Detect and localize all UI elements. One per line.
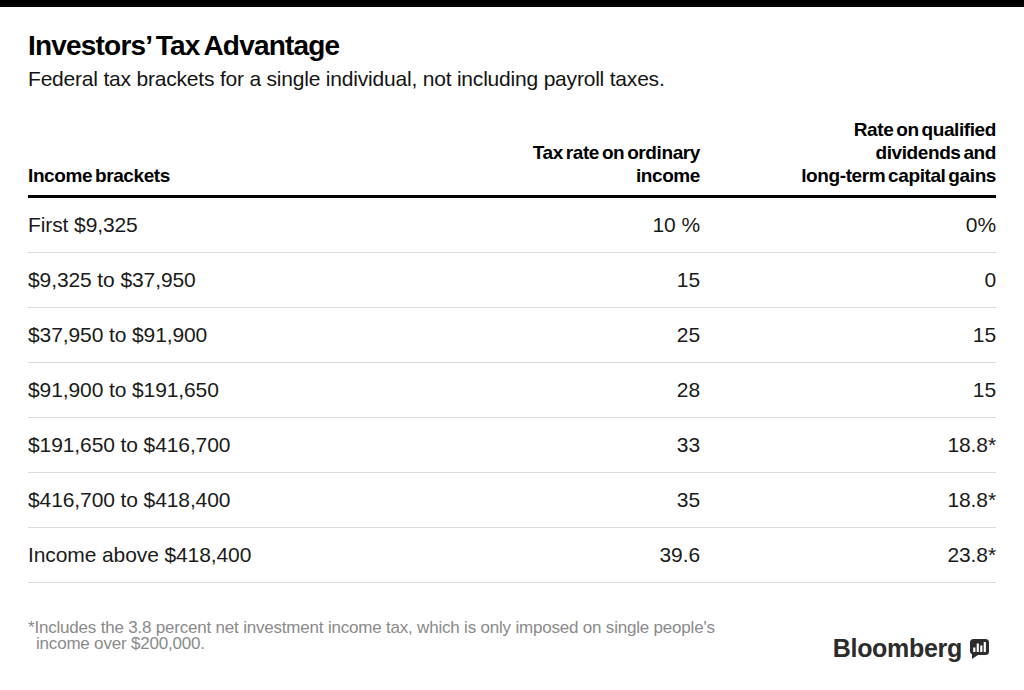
cell-ordinary-rate: 33 [408, 433, 700, 457]
cell-ordinary-rate: 28 [408, 378, 700, 402]
cell-qualified-rate: 15 [700, 323, 996, 347]
bloomberg-table-graphic: Investors’ Tax Advantage Federal tax bra… [0, 0, 1024, 690]
header-line: dividends and [700, 141, 996, 164]
cell-income-bracket: $9,325 to $37,950 [28, 268, 408, 292]
cell-ordinary-rate: 10 % [408, 213, 700, 237]
header-line: income [408, 164, 700, 187]
header-line: long-term capital gains [700, 164, 996, 187]
table-row: $416,700 to $418,400 35 18.8* [28, 473, 996, 528]
cell-income-bracket: Income above $418,400 [28, 543, 408, 567]
table-row: $191,650 to $416,700 33 18.8* [28, 418, 996, 473]
column-header-ordinary-income: Tax rate on ordinary income [408, 141, 700, 187]
cell-income-bracket: $37,950 to $91,900 [28, 323, 408, 347]
table-header-row: Income brackets Tax rate on ordinary inc… [28, 112, 996, 198]
cell-ordinary-rate: 15 [408, 268, 700, 292]
cell-income-bracket: First $9,325 [28, 213, 408, 237]
cell-ordinary-rate: 35 [408, 488, 700, 512]
header-line: Tax rate on ordinary [408, 141, 700, 164]
cell-qualified-rate: 18.8* [700, 433, 996, 457]
column-header-income-brackets: Income brackets [28, 164, 408, 187]
table-row: First $9,325 10 % 0% [28, 198, 996, 253]
cell-income-bracket: $91,900 to $191,650 [28, 378, 408, 402]
table-row: $91,900 to $191,650 28 15 [28, 363, 996, 418]
tax-brackets-table: Income brackets Tax rate on ordinary inc… [28, 112, 996, 583]
bloomberg-logo: Bloomberg [833, 634, 990, 663]
cell-ordinary-rate: 25 [408, 323, 700, 347]
cell-qualified-rate: 0% [700, 213, 996, 237]
cell-qualified-rate: 23.8* [700, 543, 996, 567]
column-header-qualified-dividends: Rate on qualified dividends and long-ter… [700, 118, 996, 187]
cell-income-bracket: $416,700 to $418,400 [28, 488, 408, 512]
cell-ordinary-rate: 39.6 [408, 543, 700, 567]
bloomberg-mark-icon [969, 638, 990, 659]
cell-income-bracket: $191,650 to $416,700 [28, 433, 408, 457]
header-line: Income brackets [28, 164, 408, 187]
table-row: $37,950 to $91,900 25 15 [28, 308, 996, 363]
cell-qualified-rate: 0 [700, 268, 996, 292]
chart-title: Investors’ Tax Advantage [28, 30, 339, 62]
cell-qualified-rate: 18.8* [700, 488, 996, 512]
footnote-line-2: income over $200,000. [36, 634, 205, 653]
header-line: Rate on qualified [700, 118, 996, 141]
bloomberg-wordmark: Bloomberg [833, 634, 962, 663]
top-accent-bar [0, 0, 1024, 7]
table-row: $9,325 to $37,950 15 0 [28, 253, 996, 308]
chart-subtitle: Federal tax brackets for a single indivi… [28, 67, 665, 91]
cell-qualified-rate: 15 [700, 378, 996, 402]
footnote: *Includes the 3.8 percent net investment… [28, 620, 856, 652]
table-row: Income above $418,400 39.6 23.8* [28, 528, 996, 583]
